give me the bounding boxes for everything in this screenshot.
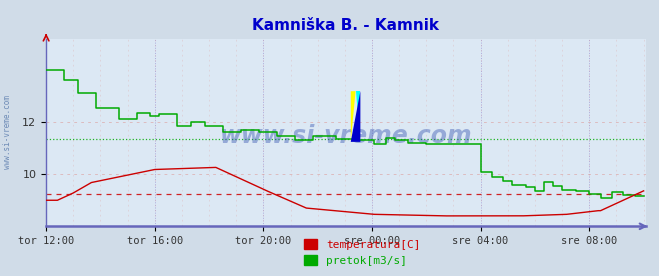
Text: www.si-vreme.com: www.si-vreme.com [3, 95, 13, 169]
Polygon shape [351, 91, 356, 142]
Title: Kamniška B. - Kamnik: Kamniška B. - Kamnik [252, 18, 440, 33]
Legend: temperatura[C], pretok[m3/s]: temperatura[C], pretok[m3/s] [300, 234, 425, 270]
Polygon shape [356, 91, 360, 142]
Polygon shape [351, 91, 360, 142]
Text: www.si-vreme.com: www.si-vreme.com [219, 124, 473, 148]
